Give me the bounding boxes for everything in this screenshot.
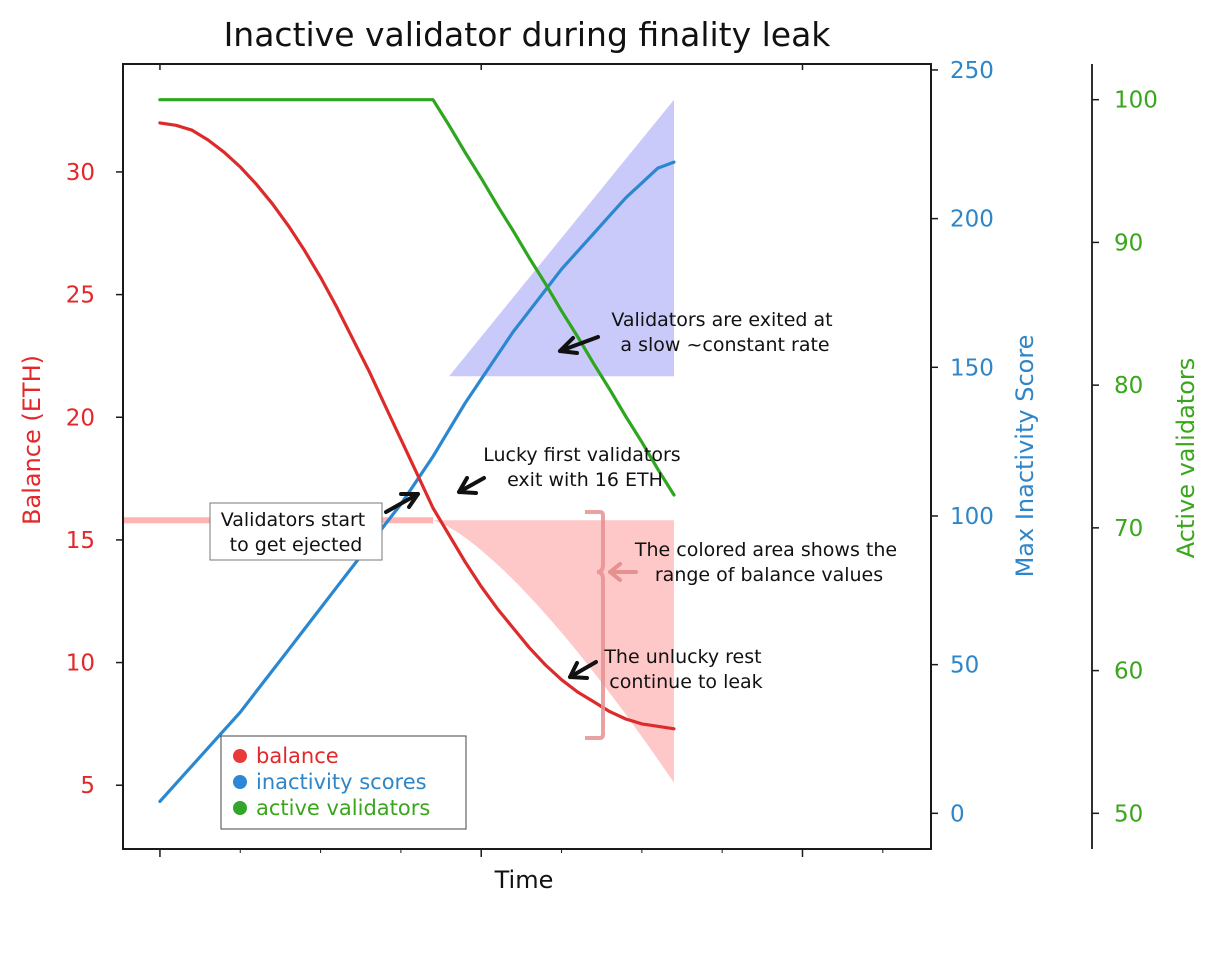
- plot-frame: [122, 63, 932, 850]
- arrow-lucky: [457, 476, 486, 495]
- right2-tick-label: 50: [1114, 801, 1143, 827]
- annotation-lucky-line1: Lucky first validators: [483, 444, 680, 466]
- right2-tick-label: 100: [1114, 88, 1158, 114]
- annotation-lucky: Lucky first validators exit with 16 ETH: [457, 444, 687, 495]
- bands-layer: [123, 99, 674, 783]
- annotation-unlucky-line1: The unlucky rest: [603, 646, 761, 668]
- x-ticks: [159, 64, 884, 857]
- right1-tick-label: 200: [950, 207, 994, 233]
- legend-active-label: active validators: [256, 796, 430, 820]
- right2-axis-label: Active validators: [1172, 358, 1200, 559]
- legend-active-marker: [233, 801, 247, 815]
- right2-tick-label: 80: [1114, 373, 1143, 399]
- series-active-validators-line: [158, 98, 676, 497]
- x-axis-label: Time: [494, 866, 554, 894]
- arrow-ejected: [384, 492, 420, 514]
- arrow-exit-rate: [558, 335, 600, 355]
- left-tick-label: 10: [66, 651, 95, 677]
- legend-balance-marker: [233, 749, 247, 763]
- balance-range-band: [433, 520, 674, 783]
- annotation-exit-rate-line1: Validators are exited at: [611, 309, 832, 331]
- axes-layer: 5 10 15 20 25 30 0 50 100 150 200 250 50 60 70 80 90 100: [66, 58, 1158, 849]
- right2-tick-label: 90: [1114, 230, 1143, 256]
- annotation-ejected-box: [209, 502, 383, 561]
- inactivity-range-band: [449, 99, 674, 377]
- annotation-range-line2: range of balance values: [655, 564, 883, 586]
- arrow-unlucky: [568, 660, 598, 680]
- arrow-range: [608, 562, 638, 582]
- right2-tick-label: 60: [1114, 659, 1143, 685]
- annotation-range-line1: The colored area shows the: [634, 539, 897, 561]
- annotation-range: The colored area shows the range of bala…: [585, 510, 903, 740]
- annotation-lucky-line2: exit with 16 ETH: [507, 469, 663, 491]
- left-tick-label: 30: [66, 160, 95, 186]
- series-inactivity-scores-line: [158, 160, 676, 803]
- annotation-ejected-line1: Validators start: [221, 509, 366, 531]
- series-balance-line: [158, 121, 676, 731]
- chart-title: Inactive validator during finality leak: [224, 15, 832, 54]
- annotation-exit-rate-text: Validators are exited at a slow ~constan…: [611, 309, 838, 356]
- left-tick-label: 25: [66, 283, 95, 309]
- right1-tick-label: 50: [950, 653, 979, 679]
- annotation-exit-rate: Validators are exited at a slow ~constan…: [558, 309, 838, 356]
- left-tick-label: 15: [66, 528, 95, 554]
- annotation-ejected: Validators start to get ejected: [209, 492, 420, 561]
- legend-box: [220, 735, 467, 830]
- annotation-ejected-text: Validators start to get ejected: [221, 509, 372, 556]
- annotation-unlucky-line2: continue to leak: [609, 671, 762, 693]
- legend: balance inactivity scores active validat…: [220, 735, 467, 830]
- annotation-exit-rate-line2: a slow ~constant rate: [620, 334, 829, 356]
- right1-axis-label: Max Inactivity Score: [1011, 335, 1039, 578]
- legend-inactivity-marker: [233, 775, 247, 789]
- annotation-unlucky: The unlucky rest continue to leak: [568, 646, 767, 693]
- right2-tick-label: 70: [1114, 516, 1143, 542]
- series-layer: [158, 98, 676, 803]
- left-tick-label: 5: [80, 773, 95, 799]
- legend-inactivity-label: inactivity scores: [256, 770, 427, 794]
- annotation-ejected-line2: to get ejected: [230, 534, 363, 556]
- right1-tick-label: 150: [950, 355, 994, 381]
- left-tick-label: 20: [66, 405, 95, 431]
- legend-balance-label: balance: [256, 744, 339, 768]
- left-axis-label: Balance (ETH): [18, 355, 46, 525]
- range-bracket: [585, 510, 605, 740]
- annotation-range-text: The colored area shows the range of bala…: [634, 539, 903, 586]
- right1-tick-label: 0: [950, 801, 965, 827]
- right1-tick-label: 100: [950, 504, 994, 530]
- right1-tick-label: 250: [950, 58, 994, 84]
- annotation-lucky-text: Lucky first validators exit with 16 ETH: [483, 444, 687, 491]
- annotation-unlucky-text: The unlucky rest continue to leak: [603, 646, 767, 693]
